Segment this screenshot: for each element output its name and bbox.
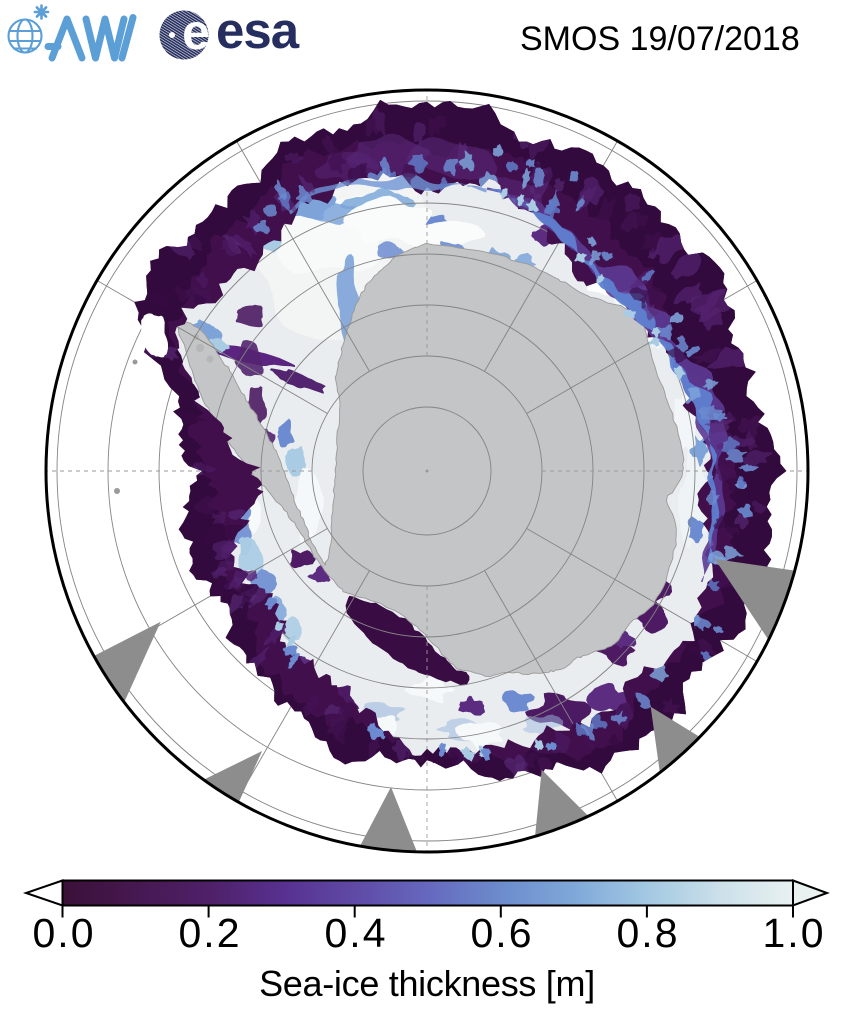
svg-text:e: e [182, 4, 210, 60]
svg-text:esa: esa [216, 2, 300, 59]
